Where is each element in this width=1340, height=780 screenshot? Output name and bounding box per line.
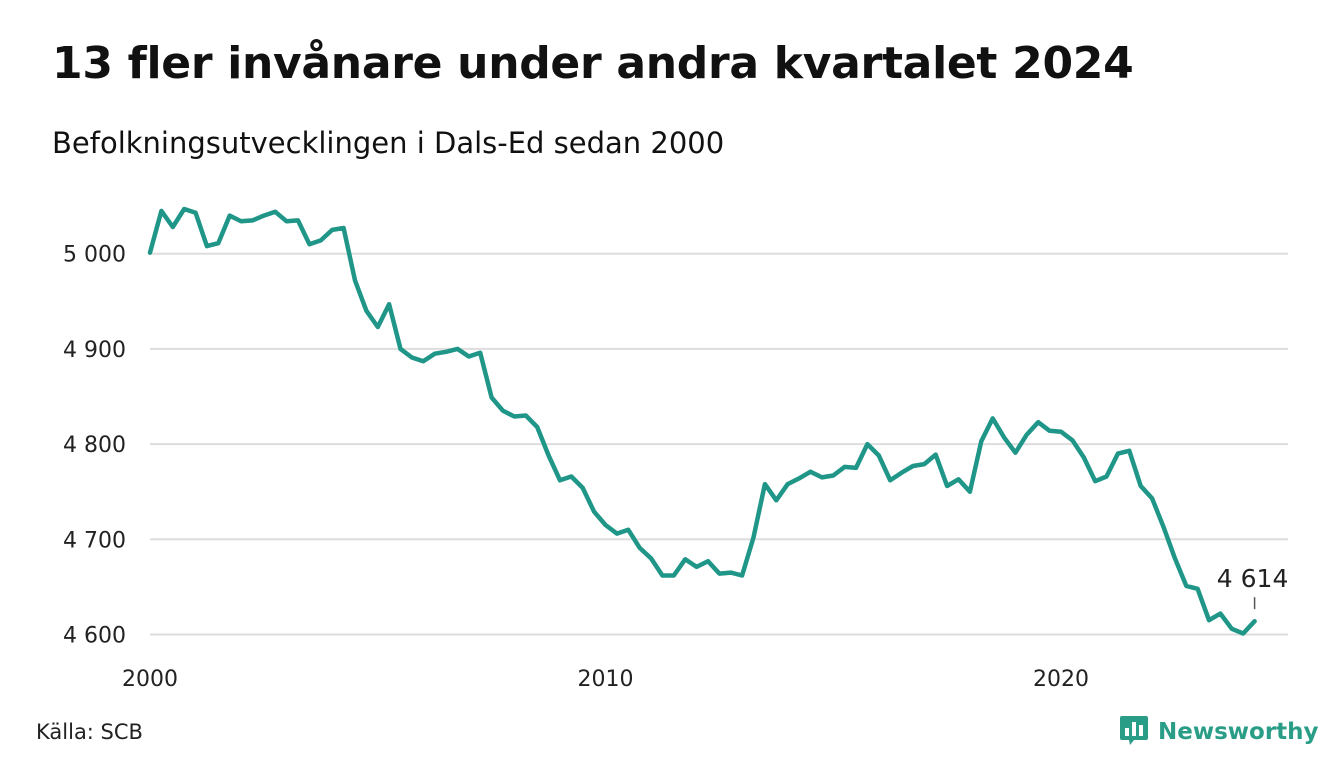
x-tick-label: 2000 bbox=[122, 667, 178, 692]
series-line bbox=[147, 206, 1257, 636]
chart-subtitle: Befolkningsutvecklingen i Dals-Ed sedan … bbox=[52, 126, 725, 160]
y-tick-label: 4 600 bbox=[63, 624, 126, 649]
x-tick-label: 2020 bbox=[1033, 667, 1089, 692]
newsworthy-logo-icon bbox=[1118, 714, 1150, 750]
brand-name: Newsworthy bbox=[1158, 719, 1319, 745]
x-tick-label: 2010 bbox=[578, 667, 634, 692]
y-tick-label: 4 700 bbox=[63, 528, 126, 553]
line-chart: 4 600 4 700 4 800 4 900 5 000 2000 2010 2020 4 6… bbox=[63, 206, 1289, 692]
source-note: Källa: SCB bbox=[36, 720, 143, 744]
brand-logo[interactable]: Newsworthy bbox=[1118, 714, 1319, 750]
y-tick-label: 5 000 bbox=[63, 243, 126, 268]
end-value-label: 4 614 bbox=[1217, 564, 1289, 593]
y-tick-label: 4 900 bbox=[63, 338, 126, 363]
chart-title: 13 fler invånare under andra kvartalet 2… bbox=[52, 38, 1134, 89]
y-tick-label: 4 800 bbox=[63, 433, 126, 458]
